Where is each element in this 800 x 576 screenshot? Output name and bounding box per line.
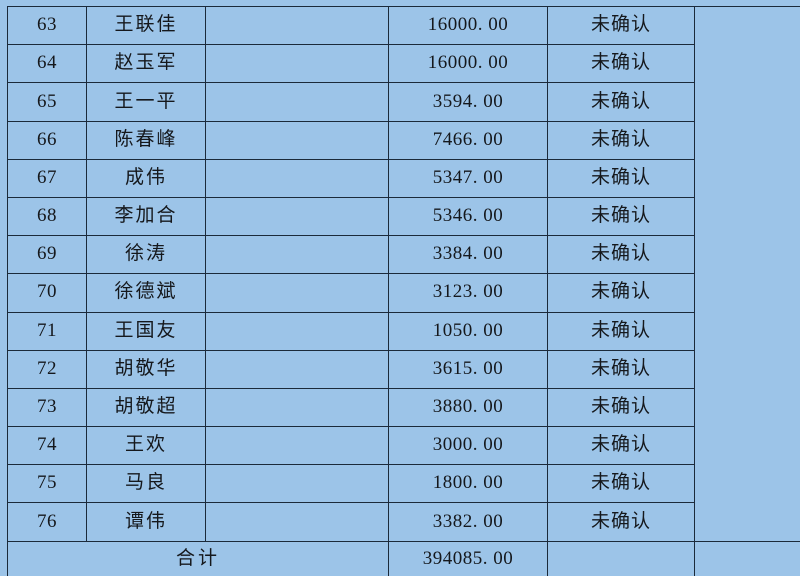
cell-index[interactable]: 66	[7, 120, 87, 160]
total-status	[547, 540, 695, 576]
cell-blank[interactable]	[205, 426, 389, 466]
cell-name[interactable]: 王国友	[86, 311, 206, 351]
cell-name[interactable]: 李加合	[86, 196, 206, 237]
cell-amount[interactable]: 3000. 00	[388, 426, 548, 466]
total-label: 合计	[7, 540, 389, 576]
table-row: 74 王欢 3000. 00 未确认	[7, 426, 800, 466]
cell-status[interactable]: 未确认	[547, 235, 695, 275]
payroll-table: 63 王联佳 16000. 00 未确认 64 赵玉军 16000. 00 未确认 65 王一平 3…	[7, 5, 800, 576]
cell-status[interactable]: 未确认	[547, 349, 695, 389]
cell-name[interactable]: 徐涛	[86, 235, 206, 275]
cell-amount[interactable]: 5346. 00	[388, 196, 548, 237]
table-row: 70 徐德斌 3123. 00 未确认	[7, 273, 800, 313]
table-row: 64 赵玉军 16000. 00 未确认	[7, 44, 800, 84]
cell-amount[interactable]: 3123. 00	[388, 273, 548, 313]
cell-blank[interactable]	[205, 5, 389, 46]
table-row: 67 成伟 5347. 00 未确认	[7, 158, 800, 198]
cell-name[interactable]: 陈春峰	[86, 120, 206, 160]
table-row: 73 胡敬超 3880. 00 未确认	[7, 387, 800, 428]
table-row: 65 王一平 3594. 00 未确认	[7, 82, 800, 122]
cell-amount[interactable]: 1800. 00	[388, 464, 548, 504]
cell-amount[interactable]: 16000. 00	[388, 5, 548, 46]
cell-amount[interactable]: 3615. 00	[388, 349, 548, 389]
cell-index[interactable]: 72	[7, 349, 87, 389]
cell-name[interactable]: 成伟	[86, 158, 206, 198]
cell-index[interactable]: 73	[7, 387, 87, 428]
cell-index[interactable]: 63	[7, 5, 87, 46]
cell-status[interactable]: 未确认	[547, 120, 695, 160]
table-total-row: 合计 394085. 00	[7, 540, 800, 576]
table-row: 72 胡敬华 3615. 00 未确认	[7, 349, 800, 389]
cell-status[interactable]: 未确认	[547, 44, 695, 84]
cell-name[interactable]: 赵玉军	[86, 44, 206, 84]
table-row: 63 王联佳 16000. 00 未确认	[7, 5, 800, 542]
cell-status[interactable]: 未确认	[547, 158, 695, 198]
cell-index[interactable]: 71	[7, 311, 87, 351]
table-row: 68 李加合 5346. 00 未确认	[7, 196, 800, 237]
cell-blank[interactable]	[205, 349, 389, 389]
cell-status[interactable]: 未确认	[547, 502, 695, 542]
table-row: 76 谭伟 3382. 00 未确认	[7, 502, 800, 542]
cell-blank[interactable]	[205, 273, 389, 313]
cell-index[interactable]: 67	[7, 158, 87, 198]
table-row: 66 陈春峰 7466. 00 未确认	[7, 120, 800, 160]
cell-name[interactable]: 王一平	[86, 82, 206, 122]
cell-name[interactable]: 徐德斌	[86, 273, 206, 313]
cell-name[interactable]: 谭伟	[86, 502, 206, 542]
cell-amount[interactable]: 5347. 00	[388, 158, 548, 198]
cell-blank[interactable]	[205, 464, 389, 504]
table-row: 75 马良 1800. 00 未确认	[7, 464, 800, 504]
payroll-table-body: 63 王联佳 16000. 00 未确认 64 赵玉军 16000. 00 未确认 65 王一平 3…	[7, 5, 800, 576]
cell-name[interactable]: 王联佳	[86, 5, 206, 46]
cell-index[interactable]: 65	[7, 82, 87, 122]
cell-status[interactable]: 未确认	[547, 311, 695, 351]
cell-amount[interactable]: 3382. 00	[388, 502, 548, 542]
cell-blank[interactable]	[205, 235, 389, 275]
cell-status[interactable]: 未确认	[547, 196, 695, 237]
cell-blank[interactable]	[205, 387, 389, 428]
cell-index[interactable]: 74	[7, 426, 87, 466]
cell-status[interactable]: 未确认	[547, 426, 695, 466]
cell-blank[interactable]	[205, 120, 389, 160]
cell-amount[interactable]: 3594. 00	[388, 82, 548, 122]
cell-status[interactable]: 未确认	[547, 82, 695, 122]
total-amount: 394085. 00	[388, 540, 548, 576]
cell-blank[interactable]	[205, 502, 389, 542]
cell-name[interactable]: 胡敬华	[86, 349, 206, 389]
cell-index[interactable]: 64	[7, 44, 87, 84]
cell-amount[interactable]: 16000. 00	[388, 44, 548, 84]
cell-index[interactable]: 69	[7, 235, 87, 275]
cell-name[interactable]: 王欢	[86, 426, 206, 466]
cell-blank[interactable]	[205, 196, 389, 237]
cell-index[interactable]: 76	[7, 502, 87, 542]
cell-status[interactable]: 未确认	[547, 273, 695, 313]
cell-blank[interactable]	[205, 158, 389, 198]
cell-status[interactable]: 未确认	[547, 5, 695, 46]
cell-blank[interactable]	[205, 44, 389, 84]
cell-name[interactable]: 马良	[86, 464, 206, 504]
cell-amount[interactable]: 1050. 00	[388, 311, 548, 351]
cell-blank[interactable]	[205, 82, 389, 122]
cell-name[interactable]: 胡敬超	[86, 387, 206, 428]
cell-index[interactable]: 75	[7, 464, 87, 504]
cell-status[interactable]: 未确认	[547, 464, 695, 504]
cell-remark-merged[interactable]	[694, 6, 800, 542]
table-row: 71 王国友 1050. 00 未确认	[7, 311, 800, 351]
cell-amount[interactable]: 3880. 00	[388, 387, 548, 428]
cell-amount[interactable]: 3384. 00	[388, 235, 548, 275]
cell-index[interactable]: 70	[7, 273, 87, 313]
cell-amount[interactable]: 7466. 00	[388, 120, 548, 160]
cell-status[interactable]: 未确认	[547, 387, 695, 428]
table-row: 69 徐涛 3384. 00 未确认	[7, 235, 800, 275]
total-remark	[694, 540, 800, 576]
cell-index[interactable]: 68	[7, 196, 87, 237]
cell-blank[interactable]	[205, 311, 389, 351]
